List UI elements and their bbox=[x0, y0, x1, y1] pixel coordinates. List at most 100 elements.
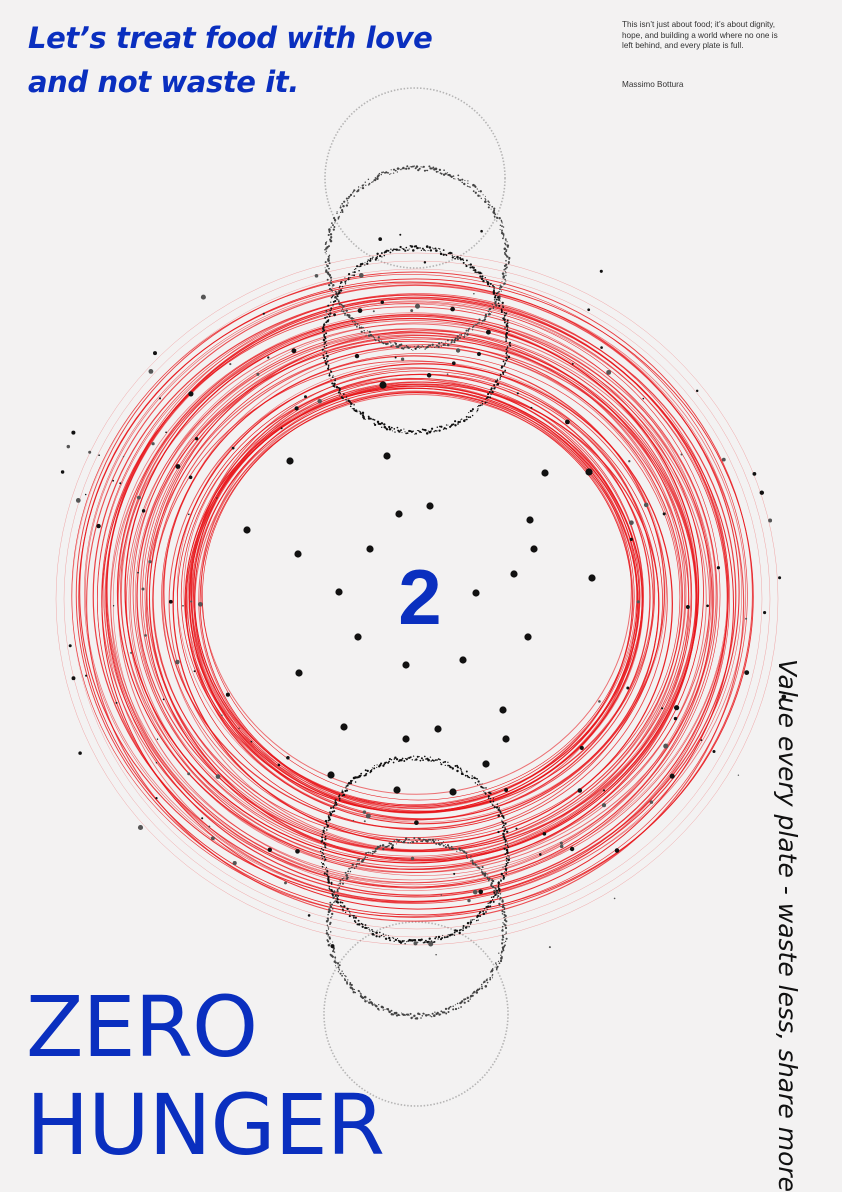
stipple-dot bbox=[396, 167, 400, 170]
scatter-dot bbox=[162, 698, 165, 701]
stipple-dot bbox=[424, 250, 426, 252]
stipple-dot bbox=[348, 197, 350, 200]
stipple-dot bbox=[484, 197, 486, 200]
stipple-dot bbox=[480, 983, 483, 986]
stipple-dot bbox=[504, 914, 507, 918]
scatter-dot bbox=[187, 772, 191, 776]
stipple-dot bbox=[483, 787, 485, 789]
stipple-dot bbox=[395, 1014, 399, 1017]
stipple-dot bbox=[473, 918, 475, 921]
stipple-dot bbox=[428, 344, 430, 347]
stipple-dot bbox=[325, 873, 328, 876]
stipple-dot bbox=[501, 925, 504, 928]
scatter-dot bbox=[190, 600, 193, 603]
stipple-dot bbox=[371, 767, 373, 769]
stipple-dot bbox=[495, 892, 498, 895]
stipple-dot bbox=[353, 403, 355, 406]
stipple-dot bbox=[352, 271, 354, 273]
stipple-dot bbox=[467, 328, 470, 331]
stipple-dot bbox=[334, 801, 337, 804]
scatter-dot bbox=[706, 604, 709, 608]
stipple-dot bbox=[330, 370, 332, 372]
stipple-dot bbox=[421, 247, 424, 250]
stipple-dot bbox=[469, 996, 472, 998]
stipple-dot bbox=[344, 911, 347, 914]
stipple-dot bbox=[326, 278, 329, 281]
stipple-dot bbox=[358, 410, 360, 412]
stipple-dot bbox=[444, 844, 447, 846]
stipple-dot bbox=[385, 1008, 388, 1010]
stipple-dot bbox=[483, 872, 487, 875]
stipple-dot bbox=[417, 168, 420, 172]
red-ring bbox=[75, 271, 753, 918]
stipple-dot bbox=[434, 429, 437, 432]
stipple-dot bbox=[481, 275, 484, 278]
scatter-dot bbox=[112, 605, 115, 607]
stipple-dot bbox=[329, 931, 332, 933]
stipple-dot bbox=[388, 757, 391, 761]
stipple-dot bbox=[377, 422, 380, 425]
stipple-dot bbox=[330, 279, 333, 282]
stipple-dot bbox=[406, 165, 409, 168]
stipple-dot bbox=[418, 247, 420, 249]
stipple-dot bbox=[465, 418, 468, 421]
stipple-dot bbox=[503, 282, 506, 285]
stipple-dot bbox=[327, 928, 330, 930]
stipple-dot bbox=[488, 391, 491, 393]
stipple-dot bbox=[330, 807, 332, 809]
stipple-dot bbox=[328, 885, 330, 888]
stipple-dot bbox=[499, 899, 501, 901]
stipple-dot bbox=[482, 982, 485, 984]
stipple-dot bbox=[336, 298, 339, 301]
stipple-dot bbox=[377, 339, 380, 342]
stipple-dot bbox=[327, 926, 329, 928]
stipple-dot bbox=[362, 326, 364, 329]
stipple-dot bbox=[332, 805, 335, 807]
scatter-dot bbox=[759, 490, 765, 495]
stipple-dot bbox=[447, 934, 449, 936]
stipple-dot bbox=[504, 839, 507, 842]
stipple-dot bbox=[487, 310, 490, 313]
stipple-dot bbox=[505, 348, 508, 351]
stipple-dot bbox=[468, 185, 470, 188]
scatter-dot bbox=[194, 437, 199, 441]
stipple-dot bbox=[356, 923, 359, 926]
stipple-dot bbox=[323, 826, 326, 829]
stipple-dot bbox=[439, 425, 441, 428]
stipple-dot bbox=[343, 312, 347, 315]
stipple-dot bbox=[447, 1007, 450, 1010]
stipple-dot bbox=[387, 249, 390, 252]
stipple-dot bbox=[468, 264, 470, 266]
stipple-dot bbox=[469, 263, 472, 266]
stipple-dot bbox=[494, 302, 497, 305]
stipple-dot bbox=[506, 319, 509, 322]
stipple-dot bbox=[499, 373, 502, 376]
stipple-dot bbox=[337, 216, 340, 219]
stipple-dot bbox=[488, 201, 490, 203]
stipple-dot bbox=[500, 375, 502, 378]
stipple-dot bbox=[491, 885, 495, 889]
stipple-dot bbox=[339, 972, 342, 975]
stipple-dot bbox=[500, 311, 503, 314]
scatter-dot bbox=[158, 397, 162, 400]
scatter-dot bbox=[84, 493, 87, 496]
stipple-dot bbox=[356, 325, 358, 328]
stipple-dot bbox=[498, 952, 500, 954]
stipple-dot bbox=[333, 382, 336, 386]
stipple-dot bbox=[466, 996, 470, 1000]
stipple-dot bbox=[334, 799, 336, 802]
red-ring bbox=[124, 317, 700, 864]
stipple-dot bbox=[448, 934, 452, 937]
stipple-dot bbox=[481, 985, 483, 988]
red-ring bbox=[148, 338, 698, 861]
stipple-dot bbox=[420, 757, 423, 760]
stipple-dot bbox=[419, 430, 422, 433]
stipple-dot bbox=[388, 936, 391, 940]
stipple-dot bbox=[331, 893, 334, 896]
stipple-dot bbox=[453, 177, 455, 180]
stipple-dot bbox=[393, 428, 396, 430]
red-ring bbox=[163, 355, 666, 830]
stipple-dot bbox=[490, 882, 493, 885]
stipple-dot bbox=[389, 939, 392, 942]
stipple-dot bbox=[381, 171, 383, 174]
